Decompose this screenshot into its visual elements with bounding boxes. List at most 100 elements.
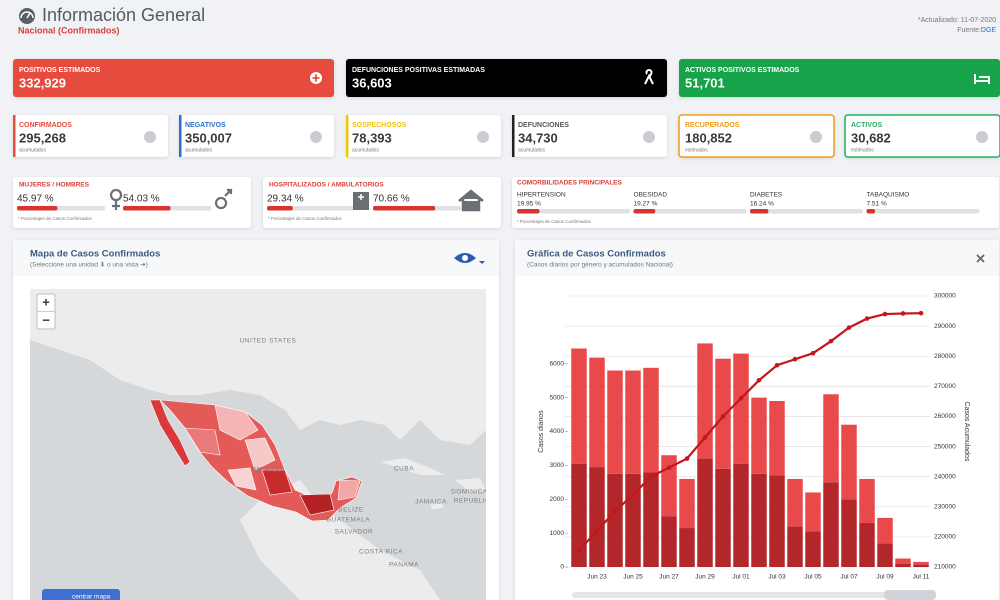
bar xyxy=(823,482,839,567)
panel-title: Gráfica de Casos Confirmados xyxy=(527,249,666,260)
bar xyxy=(859,522,875,567)
comorbidity-value: 7.51 % xyxy=(867,201,887,208)
card-accent xyxy=(179,115,182,157)
x-tick-label: Jun 23 xyxy=(587,574,607,581)
x-tick-label: Jul 07 xyxy=(840,574,858,581)
bar xyxy=(697,343,713,459)
bar xyxy=(589,357,605,468)
percent-bar xyxy=(267,206,293,211)
y2-tick-label: 220000 xyxy=(934,534,956,541)
comorbidity-value: 19.27 % xyxy=(634,201,658,208)
line-point xyxy=(846,325,852,330)
panel-header xyxy=(13,240,499,276)
map: UNITED STATES MEXICO CUBA JAMAICA DOMINICAN R… xyxy=(30,289,486,600)
map-label: UNITED STATES xyxy=(240,338,297,345)
scroll-handle[interactable] xyxy=(884,590,936,600)
comorbidity-name: TABAQUISMO xyxy=(867,192,910,199)
y2-tick-label: 210000 xyxy=(934,564,956,571)
hospital-icon xyxy=(353,192,369,210)
line-point xyxy=(882,311,888,317)
y-axis-title: Casos diarios xyxy=(538,410,545,453)
y2-tick-label: 290000 xyxy=(934,323,956,330)
y-tick-label: 1000 xyxy=(550,530,565,537)
map-land xyxy=(380,458,445,475)
bar xyxy=(571,348,587,464)
card-value: 34,730 xyxy=(518,130,558,145)
panel-header xyxy=(515,240,999,276)
line-point xyxy=(810,350,816,356)
bar xyxy=(877,543,893,567)
scrollbar xyxy=(572,592,934,598)
mexico-state xyxy=(244,437,276,471)
zoom-in[interactable]: + xyxy=(42,294,50,309)
percent-bar xyxy=(633,209,656,214)
source[interactable]: DGE xyxy=(981,27,997,34)
bar xyxy=(589,467,605,567)
top-card-value: 332,929 xyxy=(19,75,66,90)
updated: *Actualizado: 11-07-2020 xyxy=(918,17,996,24)
stat-value: 70.66 % xyxy=(373,194,410,205)
bar xyxy=(751,473,767,567)
top-card-label: POSITIVOS ESTIMADOS xyxy=(19,67,101,74)
bar xyxy=(769,475,785,567)
card-note: acumulados xyxy=(352,147,379,153)
map-label: COSTA RICA xyxy=(359,549,403,556)
center-button[interactable] xyxy=(42,589,120,600)
y2-tick-label: 260000 xyxy=(934,413,956,420)
bar xyxy=(715,468,731,567)
map-land xyxy=(30,289,486,445)
stat-title: COMORBILIDADES PRINCIPALES xyxy=(517,180,623,187)
page-title: Información General xyxy=(42,5,205,25)
x-tick-label: Jul 05 xyxy=(804,574,822,581)
panel-subtitle: (Seleccione una unidad ⬇ o una vista ➔) xyxy=(30,261,148,269)
comorbidity-name: OBESIDAD xyxy=(634,192,668,199)
bar xyxy=(607,473,623,567)
card xyxy=(13,115,168,157)
line-point xyxy=(918,310,924,316)
x-tick-label: Jul 11 xyxy=(913,574,930,581)
bar xyxy=(643,367,659,473)
map-label: GUATEMALA xyxy=(326,517,370,524)
card xyxy=(512,115,667,157)
mexico-state xyxy=(299,493,335,516)
mexico-state xyxy=(261,469,293,496)
card-icon xyxy=(810,131,822,143)
percent-bar xyxy=(517,209,540,214)
line xyxy=(578,312,922,552)
card xyxy=(844,114,1000,158)
comorbidity-name: HIPERTENSION xyxy=(517,192,566,199)
bar xyxy=(643,472,659,567)
line-point xyxy=(666,465,672,470)
mexico-state xyxy=(227,467,257,491)
line-point xyxy=(756,378,762,383)
card-note: estimados xyxy=(851,147,874,153)
top-card-value: 51,701 xyxy=(685,75,725,90)
map-land xyxy=(430,503,444,509)
card-label: NEGATIVOS xyxy=(185,122,226,129)
top-card xyxy=(679,59,1000,97)
stat-title: MUJERES / HOMBRES xyxy=(19,182,90,189)
card-icon xyxy=(310,131,322,143)
y2-tick-label: 230000 xyxy=(934,503,956,510)
icon xyxy=(644,69,654,85)
female-icon xyxy=(109,188,123,210)
line-point xyxy=(792,356,798,362)
card-icon xyxy=(144,131,156,143)
line-point xyxy=(648,474,654,479)
line-point xyxy=(900,311,906,316)
bar xyxy=(769,401,785,476)
comorbidity-value: 16.24 % xyxy=(750,201,774,208)
y-tick-label: 4000 xyxy=(550,428,565,435)
percent-track xyxy=(633,209,747,214)
eye-icon xyxy=(462,255,468,261)
stat-note: * Porcentajes de Casos Confirmados xyxy=(18,216,93,221)
bar xyxy=(787,478,803,527)
stat-value: 54.03 % xyxy=(123,194,160,205)
bar xyxy=(859,478,875,523)
top-card-label: DEFUNCIONES POSITIVAS ESTIMADAS xyxy=(352,67,485,74)
bar xyxy=(625,370,641,474)
zoom-out[interactable]: − xyxy=(42,312,50,327)
card-label: CONFIRMADOS xyxy=(19,122,72,129)
y-tick-label: 2000 xyxy=(550,496,565,503)
